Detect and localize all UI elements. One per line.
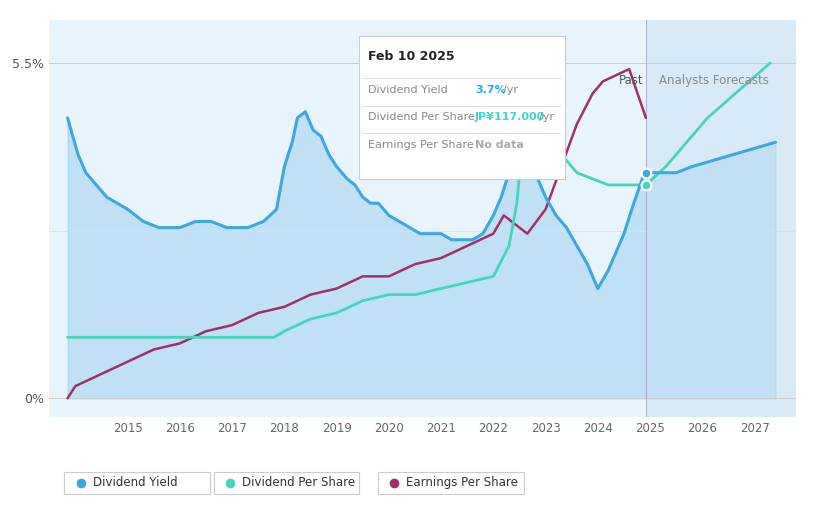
Text: Earnings Per Share: Earnings Per Share xyxy=(369,140,474,150)
Text: Past: Past xyxy=(619,74,644,87)
Text: Feb 10 2025: Feb 10 2025 xyxy=(369,50,455,63)
Text: Earnings Per Share: Earnings Per Share xyxy=(406,477,518,489)
Text: JP¥117.000: JP¥117.000 xyxy=(475,112,545,122)
FancyBboxPatch shape xyxy=(213,472,360,494)
Text: Dividend Per Share: Dividend Per Share xyxy=(369,112,475,122)
Text: Dividend Yield: Dividend Yield xyxy=(369,85,448,94)
Text: Analysts Forecasts: Analysts Forecasts xyxy=(659,74,768,87)
Text: No data: No data xyxy=(475,140,524,150)
Bar xyxy=(646,20,796,417)
Text: Dividend Per Share: Dividend Per Share xyxy=(242,477,355,489)
Text: /yr: /yr xyxy=(539,112,553,122)
FancyBboxPatch shape xyxy=(378,472,524,494)
Text: Dividend Yield: Dividend Yield xyxy=(93,477,177,489)
FancyBboxPatch shape xyxy=(64,472,210,494)
FancyBboxPatch shape xyxy=(360,36,565,179)
Text: /yr: /yr xyxy=(502,85,518,94)
Text: 3.7%: 3.7% xyxy=(475,85,506,94)
